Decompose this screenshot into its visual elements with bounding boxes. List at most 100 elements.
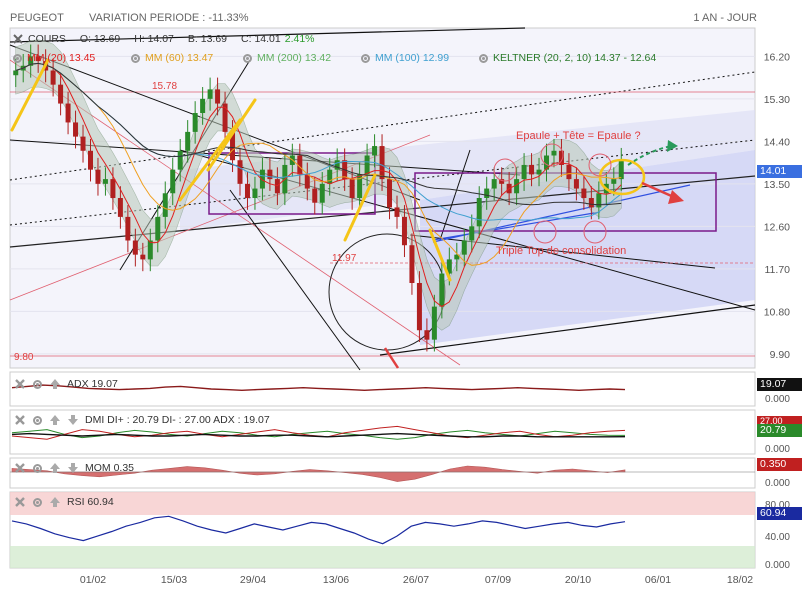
- x-tick-label: 29/04: [240, 574, 266, 586]
- candle-body: [566, 164, 572, 180]
- rsi-line: [11, 515, 626, 545]
- ma-legend-row: MM (20) 13.45 MM (60) 13.47 MM (200) 13.…: [12, 50, 656, 66]
- gear-icon[interactable]: [12, 53, 23, 64]
- x-tick-label: 06/01: [645, 574, 671, 586]
- indicator-lines: 0.000 0.000 0.000 80.00 40.00 0.000: [10, 384, 790, 571]
- legend-keltner[interactable]: KELTNER (20, 2, 10) 14.37 - 12.64: [478, 52, 656, 64]
- candle-body: [185, 131, 191, 151]
- candle-body: [230, 131, 236, 161]
- period-selector[interactable]: 1 AN - JOUR: [693, 12, 757, 24]
- candle-body: [514, 179, 520, 194]
- candle-body: [259, 169, 265, 189]
- gear-icon[interactable]: [32, 497, 43, 508]
- gear-icon[interactable]: [360, 53, 371, 64]
- candle-body: [551, 150, 557, 156]
- gear-icon[interactable]: [130, 53, 141, 64]
- arrow-head: [667, 140, 678, 152]
- keltner-label: KELTNER (20, 2, 10) 14.37 - 12.64: [493, 52, 657, 64]
- close-icon[interactable]: [14, 414, 26, 426]
- gear-icon[interactable]: [32, 463, 43, 474]
- legend-mm100[interactable]: MM (100) 12.99: [360, 52, 478, 64]
- keltner-band-area: [15, 39, 622, 331]
- candle-body: [73, 122, 79, 137]
- candle-body: [319, 183, 325, 203]
- candle-body: [132, 240, 138, 255]
- arrow-up-icon[interactable]: [49, 496, 61, 508]
- gear-icon[interactable]: [32, 415, 43, 426]
- candle-body: [499, 179, 505, 184]
- y-tick-label: 80.00: [765, 500, 790, 511]
- highlight-stroke: [178, 118, 242, 202]
- rsi-label-group: RSI 60.94: [14, 496, 114, 508]
- close-icon[interactable]: [12, 33, 24, 45]
- y-tick-label: 0.000: [765, 444, 790, 455]
- dmi-label: DMI DI+ : 20.79 DI- : 27.00 ADX : 19.07: [85, 414, 270, 426]
- close-icon[interactable]: [14, 378, 26, 390]
- legend-mm60[interactable]: MM (60) 13.47: [130, 52, 242, 64]
- candle-body: [162, 193, 168, 217]
- candle-body: [50, 70, 56, 85]
- annotation-triple-top: Triple Top de consolidation: [496, 245, 627, 257]
- gear-icon[interactable]: [242, 53, 253, 64]
- x-tick-label: 07/09: [485, 574, 511, 586]
- candle-body: [200, 98, 206, 113]
- candle-body: [327, 169, 333, 184]
- candle-body: [461, 240, 467, 255]
- legend-mm20[interactable]: MM (20) 13.45: [12, 52, 130, 64]
- candle-body: [334, 160, 340, 170]
- mm20-label: MM (20) 13.45: [27, 52, 96, 64]
- candle-body: [581, 188, 587, 198]
- arrow-down-icon[interactable]: [67, 414, 79, 426]
- legend-cours[interactable]: COURS: [12, 33, 66, 45]
- candle-body: [222, 103, 228, 132]
- y-axis-labels: 16.20 15.30 14.40 13.50 12.60 11.70 10.80 9.90: [764, 51, 790, 361]
- y-tick-label: 13.50: [764, 179, 790, 191]
- close-value: C: 14.01: [241, 33, 281, 45]
- mm200-label: MM (200) 13.42: [257, 52, 332, 64]
- price-tag: 14.01: [757, 165, 802, 178]
- candle-body: [140, 254, 146, 260]
- y-tick-label: 15.30: [764, 94, 790, 106]
- gear-icon[interactable]: [32, 379, 43, 390]
- arrow-down-icon[interactable]: [67, 462, 79, 474]
- candle-body: [155, 216, 161, 241]
- highlight-stroke: [343, 173, 377, 242]
- candle-body: [431, 306, 437, 340]
- candle-body: [521, 164, 527, 180]
- candle-body: [416, 283, 422, 331]
- candle-body: [611, 179, 617, 184]
- candle-body: [439, 273, 445, 307]
- rsi-label: RSI 60.94: [67, 496, 114, 508]
- close-icon[interactable]: [14, 496, 26, 508]
- candle-body: [394, 207, 400, 217]
- top-marker: [493, 158, 517, 182]
- mm60-label: MM (60) 13.47: [145, 52, 214, 64]
- red-stroke: [383, 347, 400, 369]
- mom-area: [11, 465, 626, 482]
- dotted-trend-line: [9, 71, 756, 181]
- candle-body: [618, 159, 624, 180]
- rsi-oversold-zone: [10, 546, 755, 568]
- candle-body: [177, 150, 183, 170]
- y-tick-label: 12.60: [764, 221, 790, 233]
- candle-body: [454, 254, 460, 260]
- x-tick-label: 15/03: [161, 574, 187, 586]
- rsi-overbought-zone: [10, 492, 755, 515]
- highlight-ellipse: [598, 158, 646, 196]
- arrow-up-icon[interactable]: [49, 378, 61, 390]
- legend-mm200[interactable]: MM (200) 13.42: [242, 52, 360, 64]
- annotations: [10, 58, 684, 369]
- candle-body: [28, 56, 34, 66]
- candle-body: [409, 245, 415, 283]
- candle-body: [117, 198, 123, 217]
- arrow-up-icon[interactable]: [49, 462, 61, 474]
- keltner-band: [15, 39, 622, 331]
- y-tick-label: 40.00: [765, 532, 790, 543]
- arrow-up-icon[interactable]: [49, 414, 61, 426]
- candle-body: [170, 169, 176, 194]
- highlight-stroke: [428, 228, 452, 282]
- y-tick-label: 11.70: [765, 264, 791, 276]
- close-icon[interactable]: [14, 462, 26, 474]
- gear-icon[interactable]: [478, 53, 489, 64]
- candle-body: [484, 188, 490, 198]
